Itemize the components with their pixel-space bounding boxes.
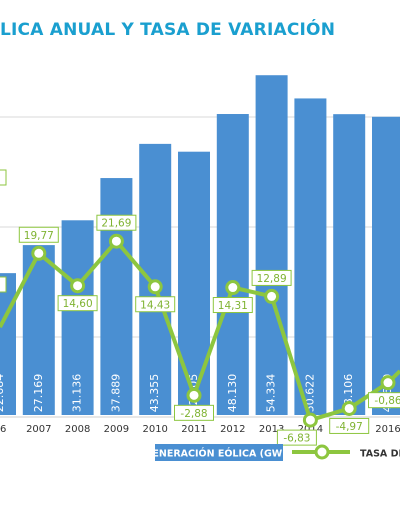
rate-value-label: 14,60 [63,298,93,310]
bar [333,114,366,415]
x-tick-label: 2011 [181,424,206,435]
chart-title: LICA ANUAL Y TASA DE VARIACIÓN [0,20,336,40]
rate-marker [108,233,124,249]
bar-value-label: 27.169 [32,374,45,413]
x-tick-label: 2012 [220,424,245,435]
x-tick-label: 2008 [65,424,90,435]
rate-label-box [276,429,317,446]
x-tick-label: 2016 [375,424,400,435]
rate-marker [147,279,163,295]
rate-value-label: -6,83 [283,433,310,445]
rate-label-box [135,296,176,313]
rate-label-box [329,417,370,434]
cropped-label-box [0,276,7,293]
rate-marker [31,245,47,261]
legend-line-marker [314,444,330,460]
bar-value-label: 22.684 [0,374,6,413]
rate-value-label: 14,43 [140,299,170,311]
bar-value-label: 37.889 [109,374,122,413]
x-tick-label: 2007 [26,424,51,435]
rate-marker [264,288,280,304]
bar [61,220,94,415]
bar-value-label: 48.130 [226,374,239,413]
bar-value-label: 31.136 [71,374,84,413]
bar [294,98,327,416]
legend-line-label: TASA DE [360,449,400,460]
bar [255,75,288,416]
rate-value-label: -0,86 [374,395,400,407]
rate-value-label: -2,88 [180,408,207,420]
legend-bar-swatch [155,444,283,461]
x-tick-label: 06 [0,424,6,435]
rate-label-box [212,297,253,314]
rate-marker [380,375,396,391]
rate-value-label: 14,31 [218,300,248,312]
rate-value-label: 19,77 [24,230,54,242]
rate-marker [70,278,86,294]
bar-value-label: 43.355 [148,374,161,413]
rate-value-label: 21,69 [101,218,131,230]
bar [216,114,249,415]
rate-marker [302,412,318,428]
x-tick-label: 2014 [298,424,323,435]
rate-marker [225,280,241,296]
x-tick-label: 2010 [142,424,167,435]
rate-label-box [96,214,137,231]
rate-label-box [57,295,98,312]
bar [372,116,400,415]
rate-label-box [174,404,214,421]
cropped-label-box [0,169,7,186]
rate-marker [341,400,357,416]
rate-label-box [18,226,59,243]
bar-value-label: 54.334 [265,374,278,413]
rate-marker [186,387,202,403]
rate-label-box [251,269,292,286]
rate-value-label: -4,97 [336,421,363,433]
x-tick-label: 2009 [104,424,129,435]
x-tick-label: 2013 [259,424,284,435]
rate-line [0,239,400,423]
rate-value-label: 12,89 [257,273,287,285]
legend-bar-label: GENERACIÓN EÓLICA (GWh) [145,448,294,460]
bar [0,273,16,415]
rate-label-box [368,392,400,409]
